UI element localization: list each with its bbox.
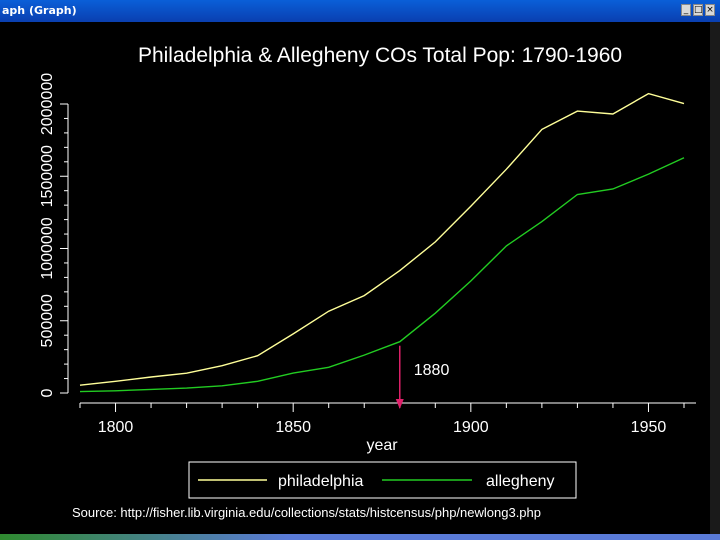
taskbar-strip: [0, 534, 720, 540]
source-citation: Source: http://fisher.lib.virginia.edu/c…: [72, 505, 541, 520]
close-icon: ×: [706, 5, 714, 15]
series-lines: [79, 92, 685, 393]
series-line-allegheny: [79, 157, 685, 393]
y-tick-label: 0: [39, 388, 56, 397]
graph-plot: Philadelphia & Allegheny COs Total Pop: …: [39, 44, 696, 499]
annotation: 1880: [395, 345, 450, 409]
plot-area: [68, 69, 696, 402]
window-title: aph (Graph): [2, 4, 77, 17]
maximize-icon: □: [694, 5, 703, 15]
chart-title: Philadelphia & Allegheny COs Total Pop: …: [138, 44, 622, 67]
x-tick-label: 1950: [631, 419, 667, 436]
axes: 1800 1850 1900 1950 0 500000 1000000 1500000 200…: [39, 73, 696, 436]
legend: philadelphia allegheny: [188, 461, 577, 499]
y-tick-label: 500000: [39, 294, 56, 347]
x-tick-label: 1900: [453, 419, 489, 436]
x-tick-label: 1850: [275, 419, 311, 436]
window-titlebar: aph (Graph) _ □ ×: [0, 0, 720, 22]
minimize-button[interactable]: _: [681, 4, 691, 16]
maximize-button[interactable]: □: [693, 4, 703, 16]
x-axis-label: year: [366, 437, 398, 454]
y-tick-label: 1000000: [39, 217, 56, 279]
y-tick-label: 2000000: [39, 73, 56, 135]
right-edge-strip: [710, 22, 720, 540]
annotation-arrowhead: [395, 399, 404, 409]
x-tick-label: 1800: [98, 419, 134, 436]
annotation-label: 1880: [414, 362, 450, 379]
legend-label-philadelphia: philadelphia: [278, 473, 364, 490]
series-line-philadelphia: [79, 92, 685, 386]
close-button[interactable]: ×: [705, 4, 715, 16]
legend-label-allegheny: allegheny: [486, 473, 555, 490]
minimize-icon: _: [683, 5, 689, 15]
y-tick-label: 1500000: [39, 145, 56, 207]
